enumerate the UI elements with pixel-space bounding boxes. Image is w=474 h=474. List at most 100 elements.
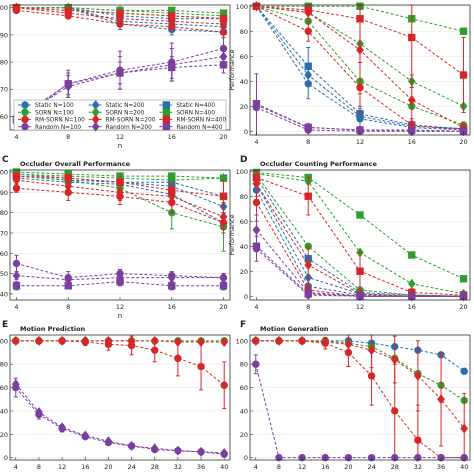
x-tick-label: 36: [197, 463, 205, 471]
data-point: [116, 278, 124, 286]
series-line: [16, 281, 224, 287]
panel-e: 020406080100481216202428323640Performanc…: [0, 325, 231, 474]
y-tick-label: 50: [0, 270, 8, 278]
data-point: [174, 354, 182, 363]
legend-box: [13, 99, 227, 131]
legend-marker: [162, 122, 171, 131]
data-point: [12, 282, 21, 290]
data-point: [12, 270, 21, 281]
legend-marker: [21, 108, 29, 116]
data-point: [64, 181, 73, 192]
data-point: [116, 187, 124, 198]
x-tick-label: 12: [116, 133, 124, 141]
data-point: [197, 336, 205, 348]
data-point: [150, 443, 159, 454]
data-point: [391, 407, 399, 415]
x-tick-label: 4: [254, 303, 258, 311]
series-random: [11, 379, 229, 459]
data-point: [116, 69, 124, 77]
data-point: [150, 335, 159, 346]
plot-frame: [9, 334, 231, 461]
data-point: [64, 6, 72, 15]
y-axis-label: Performance: [228, 49, 236, 90]
y-axis-label: Performance: [228, 214, 236, 255]
data-point: [58, 335, 66, 346]
series-line: [16, 56, 224, 120]
data-point: [252, 242, 261, 250]
data-point: [116, 9, 124, 17]
series-line: [255, 340, 465, 429]
y-tick-label: 60: [240, 384, 248, 392]
data-point: [304, 192, 312, 200]
panel-title: Motion Generation: [260, 325, 329, 333]
series-line: [16, 275, 224, 281]
y-tick-label: 90: [0, 31, 8, 39]
panel-letter: D: [240, 155, 247, 165]
x-tick-label: 12: [356, 303, 364, 311]
data-point: [304, 62, 312, 70]
series-line: [255, 364, 465, 459]
y-tick-label: 80: [240, 361, 248, 369]
data-point: [344, 339, 353, 350]
data-point: [252, 360, 260, 368]
panel-c: 40506070809010048121620PerformancenOcclu…: [0, 160, 231, 320]
series-random-n-400: [12, 277, 228, 291]
series-line: [16, 177, 224, 224]
y-tick-label: 100: [0, 337, 8, 345]
data-point: [127, 440, 136, 452]
y-tick-label: 40: [0, 407, 8, 415]
series-rm-sorn-n-400: [12, 172, 228, 214]
panel-b: 0 20 40 60 80 100 4 8 12 16 20 Performance: [228, 1, 471, 146]
series-rm-sorn-n-400: [252, 2, 468, 113]
data-point: [356, 267, 364, 275]
x-tick-label: 20: [219, 303, 227, 311]
y-tick-label: 0: [244, 128, 248, 136]
data-point: [219, 282, 228, 290]
data-point: [460, 367, 468, 375]
x-tick-label: 4: [14, 133, 18, 141]
y-tick-label: 80: [0, 209, 8, 217]
x-tick-label: 4: [14, 303, 18, 311]
data-point: [414, 436, 422, 444]
x-tick-label: 32: [174, 463, 182, 471]
data-point: [437, 394, 445, 405]
series-random-n-400: [252, 100, 468, 135]
y-tick-label: 80: [240, 28, 248, 36]
data-point: [252, 100, 261, 108]
series-sorn: [252, 337, 468, 405]
data-point: [12, 4, 21, 12]
data-point: [64, 80, 72, 88]
legend-label: RM-SORN N=100: [35, 118, 85, 124]
axis-ticks: 0 20 40 60 80 100 4 8 12 16 20 24 28 32 36 40: [0, 337, 228, 471]
legend-label: SORN N=400: [176, 110, 215, 116]
x-tick-label: 20: [219, 133, 227, 141]
data-point: [459, 275, 468, 283]
data-point: [275, 335, 283, 346]
series-random: [12, 377, 228, 458]
legend-label: SORN N=200: [106, 110, 145, 116]
x-tick-label: 28: [151, 463, 159, 471]
series-line: [256, 103, 464, 132]
data-point: [174, 336, 182, 348]
x-tick-label: 24: [367, 463, 375, 471]
series-rm-sorn: [252, 336, 468, 462]
data-point: [219, 14, 228, 23]
series-rm-sorn: [11, 335, 229, 348]
data-point: [304, 123, 312, 132]
y-tick-label: 80: [240, 193, 248, 201]
series-rm-sorn-n-400: [12, 4, 228, 23]
data-point: [220, 381, 228, 389]
x-tick-label: 20: [344, 463, 352, 471]
x-tick-label: 8: [37, 463, 41, 471]
data-point: [459, 27, 468, 35]
data-point: [304, 27, 312, 35]
y-tick-label: 20: [240, 431, 248, 439]
series-line: [256, 5, 464, 76]
y-tick-label: 70: [0, 229, 8, 237]
series-line: [255, 340, 465, 401]
x-tick-label: 8: [66, 133, 70, 141]
x-tick-label: 16: [408, 138, 416, 146]
y-tick-label: 0: [4, 454, 8, 462]
data-point: [408, 33, 416, 42]
